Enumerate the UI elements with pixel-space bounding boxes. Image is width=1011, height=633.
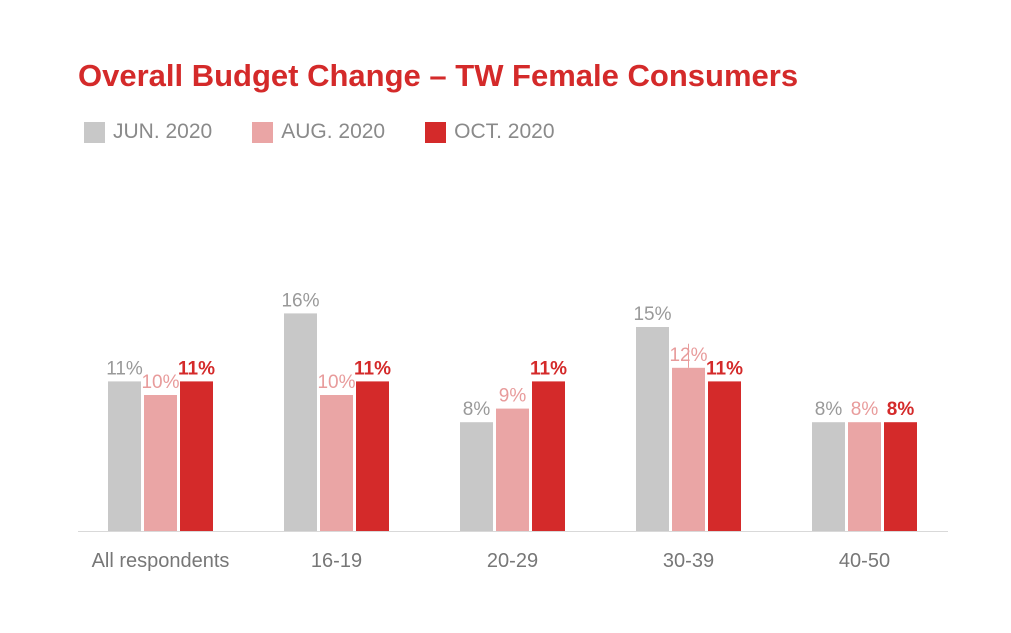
bar-aug-2020-0 bbox=[144, 395, 177, 531]
data-label-oct-2020-3: 11% bbox=[706, 358, 743, 379]
data-label-oct-2020-0: 11% bbox=[178, 358, 215, 379]
data-label-aug-2020-4: 8% bbox=[851, 399, 879, 420]
data-label-jun-2020-4: 8% bbox=[815, 399, 843, 420]
legend-swatch-jun-2020 bbox=[84, 121, 105, 143]
data-label-oct-2020-2: 11% bbox=[530, 358, 567, 379]
bar-oct-2020-2 bbox=[532, 381, 565, 531]
legend-swatch-oct-2020 bbox=[425, 121, 447, 143]
category-label-1: 16-19 bbox=[311, 550, 362, 572]
category-label-3: 30-39 bbox=[663, 550, 714, 572]
bar-oct-2020-0 bbox=[180, 381, 213, 531]
category-label-0: All respondents bbox=[92, 550, 230, 572]
bar-oct-2020-4 bbox=[884, 422, 917, 531]
data-label-jun-2020-2: 8% bbox=[463, 399, 491, 420]
legend-label-aug-2020: AUG. 2020 bbox=[281, 120, 386, 143]
legend-item-oct-2020: OCT. 2020 bbox=[425, 120, 555, 144]
data-label-aug-2020-1: 10% bbox=[317, 372, 355, 393]
bar-jun-2020-1 bbox=[284, 313, 317, 531]
bar-aug-2020-1 bbox=[320, 395, 353, 531]
data-label-oct-2020-4: 8% bbox=[887, 399, 915, 420]
bar-jun-2020-4 bbox=[812, 422, 845, 531]
data-label-jun-2020-1: 16% bbox=[281, 290, 319, 311]
data-label-jun-2020-0: 11% bbox=[106, 358, 143, 379]
bar-aug-2020-2 bbox=[496, 408, 529, 531]
data-label-aug-2020-2: 9% bbox=[499, 386, 527, 407]
chart-title: Overall Budget Change – TW Female Consum… bbox=[78, 58, 799, 93]
category-label-4: 40-50 bbox=[839, 550, 890, 572]
legend-swatch-aug-2020 bbox=[252, 121, 274, 143]
category-label-2: 20-29 bbox=[487, 550, 538, 572]
bar-aug-2020-3 bbox=[672, 367, 705, 531]
legend-label-jun-2020: JUN. 2020 bbox=[113, 120, 213, 143]
bar-jun-2020-2 bbox=[460, 422, 493, 531]
bar-jun-2020-0 bbox=[108, 381, 141, 531]
legend: JUN. 2020 AUG. 2020 OCT. 2020 bbox=[84, 120, 595, 144]
legend-label-oct-2020: OCT. 2020 bbox=[454, 120, 555, 143]
data-label-oct-2020-1: 11% bbox=[354, 358, 391, 379]
bar-jun-2020-3 bbox=[636, 327, 669, 531]
data-label-jun-2020-3: 15% bbox=[633, 304, 671, 325]
bar-oct-2020-3 bbox=[708, 381, 741, 531]
bar-oct-2020-1 bbox=[356, 381, 389, 531]
legend-item-aug-2020: AUG. 2020 bbox=[252, 120, 385, 144]
legend-item-jun-2020: JUN. 2020 bbox=[84, 120, 212, 144]
bar-aug-2020-4 bbox=[848, 422, 881, 531]
data-label-aug-2020-0: 10% bbox=[141, 372, 179, 393]
